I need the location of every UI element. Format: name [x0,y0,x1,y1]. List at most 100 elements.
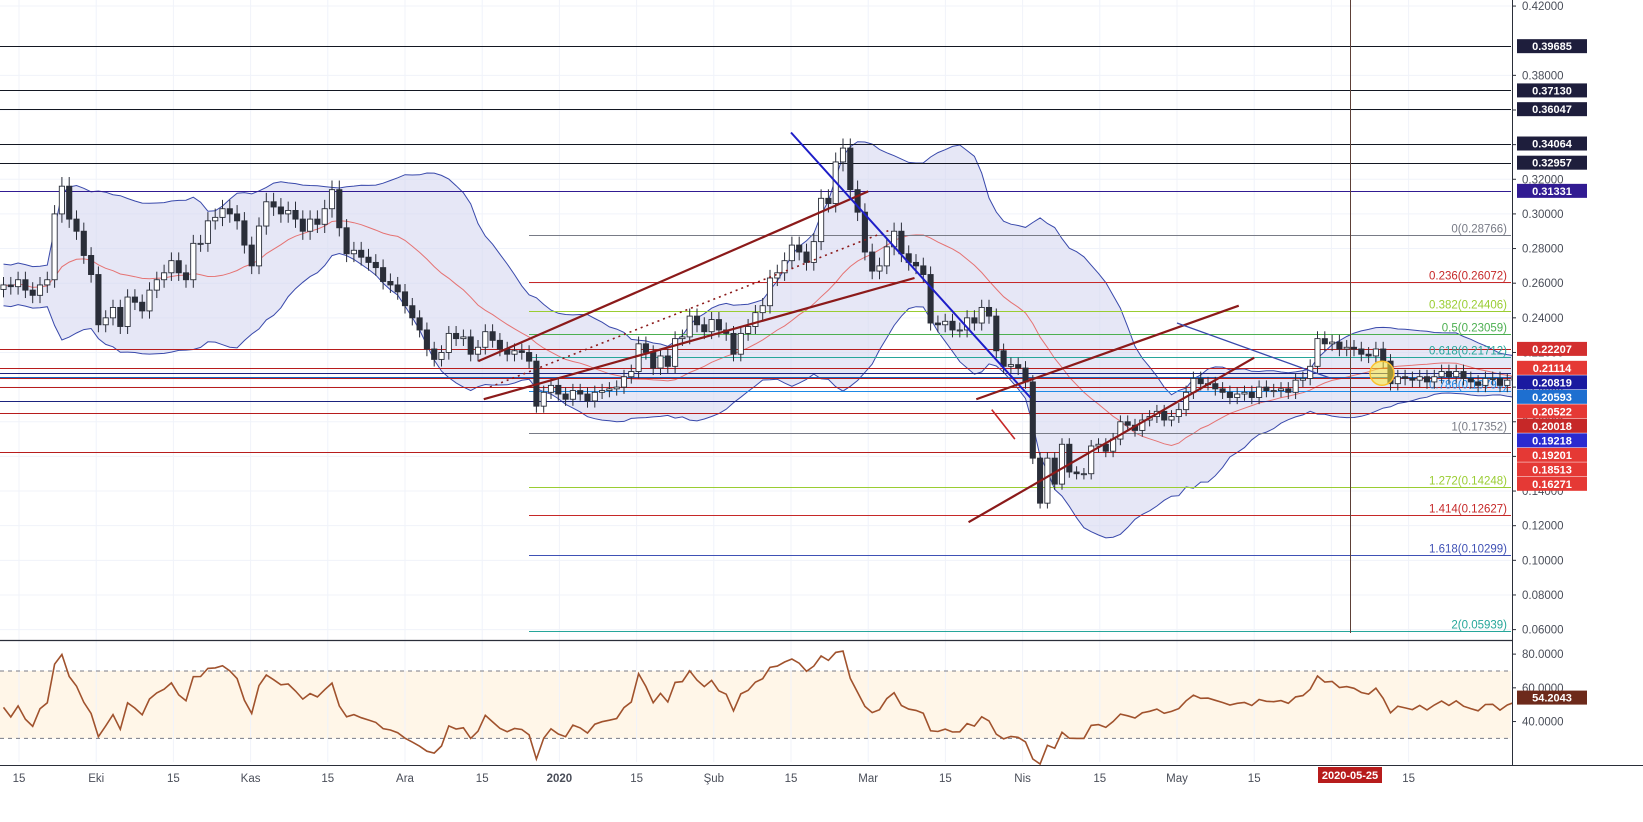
candle-body[interactable] [599,390,606,393]
candle-body[interactable] [496,339,503,350]
candle-body[interactable] [715,319,722,331]
candle-body[interactable] [642,343,649,353]
candle-body[interactable] [869,251,876,272]
candle-body[interactable] [1234,393,1241,398]
rsi-line[interactable] [2,650,1545,766]
candle-body[interactable] [124,296,131,327]
candle-body[interactable] [1475,381,1482,386]
candle-body[interactable] [1241,391,1248,395]
candle-body[interactable] [956,329,963,332]
candle-body[interactable] [620,376,628,388]
candle-body[interactable] [307,218,314,232]
candle-body[interactable] [423,329,430,350]
short-trend-line[interactable] [991,409,1016,440]
candle-body[interactable] [1015,364,1022,369]
trend-channel-upper[interactable] [477,190,869,363]
candle-body[interactable] [44,279,51,286]
downtrend-line[interactable] [790,131,1032,399]
candle-body[interactable] [1248,391,1255,398]
candle-body[interactable] [22,279,29,291]
candle-body[interactable] [577,390,584,395]
candle-body[interactable] [1117,421,1124,440]
candle-body[interactable] [606,388,613,392]
candle-body[interactable] [949,320,956,331]
candle-body[interactable] [1256,386,1263,398]
candle-body[interactable] [175,260,182,274]
candle-body[interactable] [372,261,379,269]
candle-body[interactable] [0,284,7,290]
candle-body[interactable] [453,332,460,340]
candle-body[interactable] [1029,381,1036,459]
candle-body[interactable] [73,218,80,232]
candle-body[interactable] [1226,391,1233,398]
candle-body[interactable] [927,274,934,324]
candle-body[interactable] [1007,364,1014,367]
candle-body[interactable] [248,244,255,267]
recovery-channel-upper[interactable] [975,304,1240,401]
candle-body[interactable] [971,317,978,324]
candle-body[interactable] [1139,419,1146,431]
candle-body[interactable] [686,315,693,338]
candle-body[interactable] [708,319,715,333]
candle-body[interactable] [1058,443,1066,485]
candle-body[interactable] [818,197,825,243]
highlight-circle[interactable] [1369,360,1395,387]
candle-body[interactable] [58,185,65,215]
candle-body[interactable] [942,320,949,326]
candle-body[interactable] [1277,388,1285,392]
candle-body[interactable] [1372,348,1379,357]
candle-body[interactable] [219,208,226,218]
candle-body[interactable] [920,265,927,275]
candle-body[interactable] [1350,346,1358,350]
candle-body[interactable] [613,386,620,390]
candle-body[interactable] [547,384,555,393]
candle-body[interactable] [985,306,993,317]
candle-body[interactable] [139,301,146,312]
candle-body[interactable] [1336,341,1343,350]
candle-body[interactable] [657,355,664,369]
candle-body[interactable] [1285,388,1292,393]
candle-body[interactable] [1292,379,1299,393]
candle-body[interactable] [1380,348,1387,362]
candle-body[interactable] [693,315,701,326]
candle-body[interactable] [825,197,832,204]
candle-body[interactable] [730,332,737,355]
candle-body[interactable] [460,336,467,340]
candle-body[interactable] [978,306,985,324]
candle-body[interactable] [1365,353,1372,357]
candle-body[interactable] [182,272,190,281]
candle-body[interactable] [394,284,401,293]
candle-body[interactable] [190,242,197,281]
candle-body[interactable] [1088,445,1095,475]
candle-body[interactable] [1343,346,1350,350]
candle-body[interactable] [1270,390,1277,393]
resistance-trend-line[interactable] [1176,322,1332,380]
candle-body[interactable] [467,336,474,355]
candle-body[interactable] [88,255,95,275]
candle-body[interactable] [80,230,87,256]
candle-body[interactable] [650,352,657,369]
candle-body[interactable] [1489,378,1496,380]
candle-body[interactable] [759,305,766,314]
candle-body[interactable] [445,332,452,353]
candle-body[interactable] [263,201,270,227]
candle-body[interactable] [555,384,562,395]
candle-body[interactable] [1409,378,1416,381]
candle-body[interactable] [336,189,343,229]
trend-channel-lower[interactable] [483,276,915,401]
candle-body[interactable] [109,306,117,319]
candle-body[interactable] [1423,376,1431,383]
candle-body[interactable] [387,281,394,286]
candle-body[interactable] [1329,341,1336,345]
candle-body[interactable] [1080,473,1087,476]
candle-body[interactable] [314,218,321,225]
candle-body[interactable] [1445,371,1452,378]
candle-body[interactable] [270,201,277,208]
candle-body[interactable] [234,213,241,222]
candle-body[interactable] [993,315,1000,352]
candle-body[interactable] [569,390,576,400]
candle-body[interactable] [788,244,795,262]
candle-body[interactable] [628,371,635,378]
